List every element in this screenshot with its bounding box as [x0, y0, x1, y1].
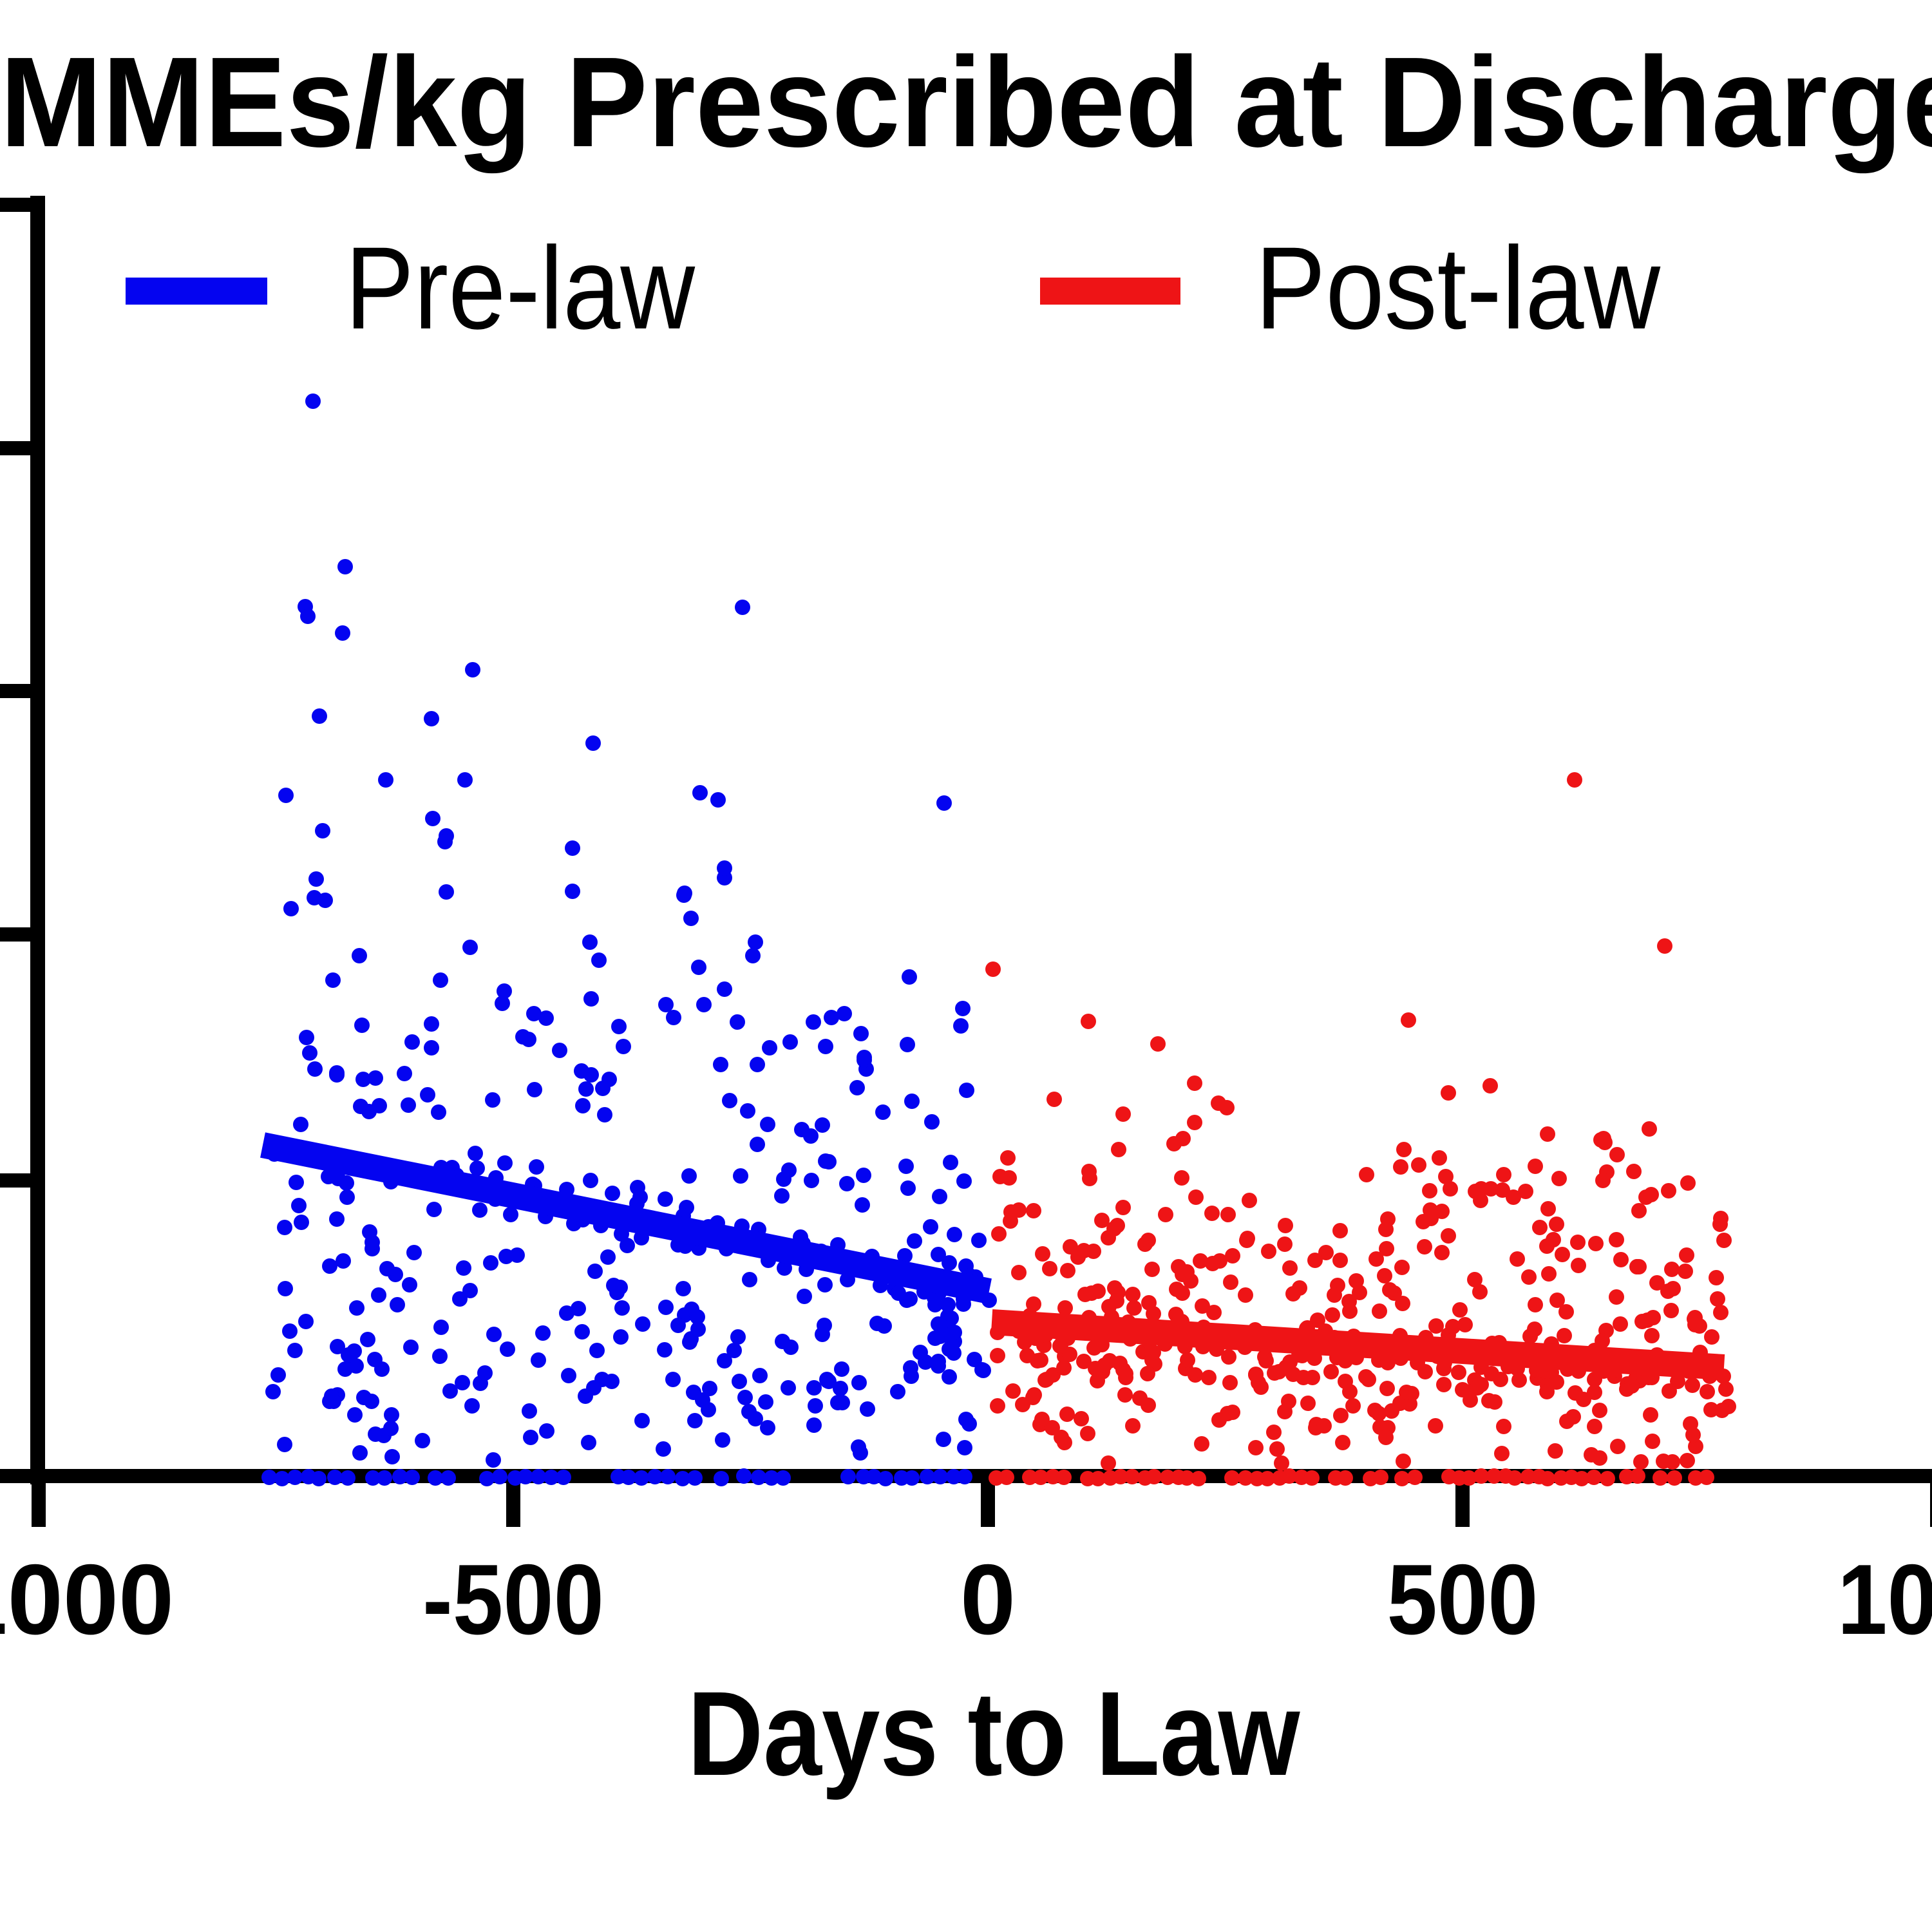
svg-text:1000: 1000 [1837, 1544, 1932, 1655]
svg-text:0: 0 [960, 1544, 1016, 1655]
svg-text:500: 500 [1387, 1544, 1539, 1655]
svg-text:MMEs/kg Prescribed at Discharg: MMEs/kg Prescribed at Discharge [0, 31, 1932, 174]
svg-text:Pre-law: Pre-law [345, 222, 695, 354]
svg-text:-500: -500 [422, 1544, 604, 1655]
svg-text:Days to Law: Days to Law [688, 1667, 1301, 1801]
svg-text:-1000: -1000 [0, 1544, 174, 1655]
svg-text:Post-law: Post-law [1255, 222, 1661, 354]
